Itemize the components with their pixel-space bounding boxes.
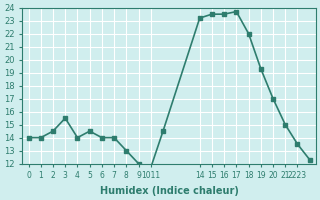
X-axis label: Humidex (Indice chaleur): Humidex (Indice chaleur)	[100, 186, 239, 196]
